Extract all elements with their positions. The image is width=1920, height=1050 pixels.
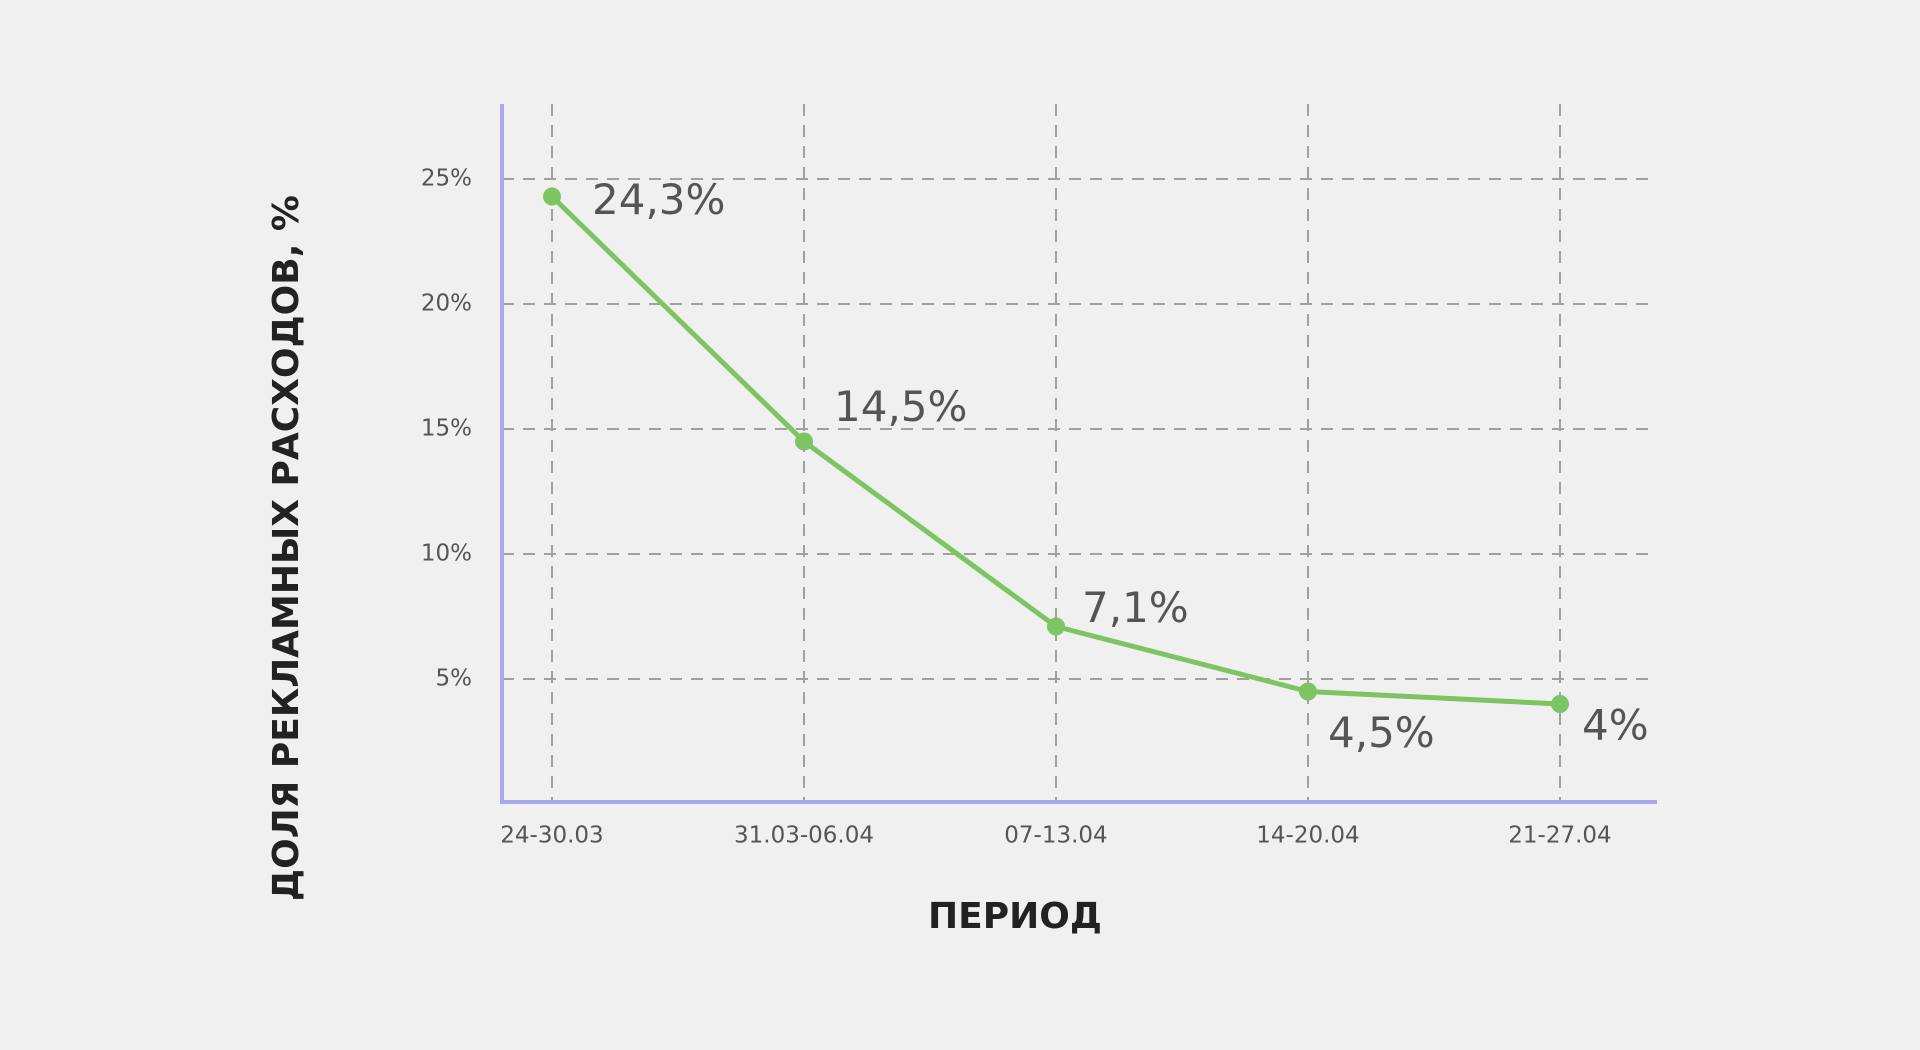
y-tick-label: 15%: [421, 416, 472, 442]
data-label: 24,3%: [592, 175, 725, 224]
x-axis-title: ПЕРИОД: [928, 896, 1102, 937]
data-label: 14,5%: [834, 382, 967, 431]
y-tick-label: 20%: [421, 291, 472, 317]
y-tick-label: 10%: [421, 541, 472, 567]
data-label: 4,5%: [1328, 708, 1435, 757]
x-tick-label: 24-30.03: [500, 823, 603, 849]
y-axis-title: ДОЛЯ РЕКЛАМНЫХ РАСХОДОВ, %: [266, 195, 307, 901]
data-label: 7,1%: [1082, 583, 1189, 632]
point: [543, 187, 561, 206]
y-tick-label: 5%: [436, 666, 473, 692]
y-tick-label: 25%: [421, 166, 472, 192]
x-tick-label: 31.03-06.04: [734, 823, 874, 849]
point: [1047, 617, 1065, 636]
x-tick-label: 14-20.04: [1256, 823, 1359, 849]
x-tick-label: 07-13.04: [1004, 823, 1107, 849]
data-label: 4%: [1582, 701, 1649, 750]
x-tick-label: 21-27.04: [1508, 823, 1611, 849]
point: [1551, 695, 1569, 713]
point: [1299, 682, 1317, 701]
point: [795, 432, 813, 451]
